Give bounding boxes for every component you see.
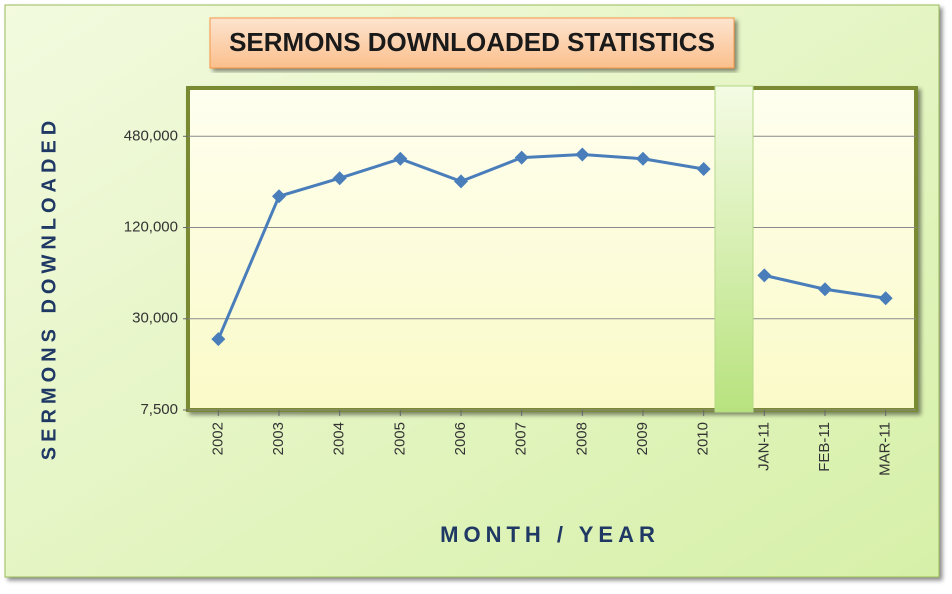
data-point bbox=[211, 332, 226, 347]
data-point bbox=[514, 150, 529, 165]
x-tick-label: 2004 bbox=[331, 422, 348, 455]
x-tick-label: 2003 bbox=[270, 422, 287, 455]
data-point bbox=[393, 151, 408, 166]
data-point bbox=[272, 189, 286, 204]
x-tick-label: 2008 bbox=[573, 422, 590, 455]
data-point bbox=[575, 147, 590, 162]
x-tick-label: MAR-11 bbox=[877, 422, 894, 476]
data-point bbox=[332, 171, 347, 186]
title-box bbox=[209, 17, 735, 69]
x-tick-label: 2006 bbox=[452, 422, 469, 455]
plot-area bbox=[186, 86, 918, 412]
x-tick-label: 2009 bbox=[634, 422, 651, 455]
x-tick-label: 2010 bbox=[695, 422, 712, 455]
x-tick-label: 2007 bbox=[513, 422, 530, 455]
x-tick-label: 2002 bbox=[209, 422, 226, 455]
data-point bbox=[878, 291, 893, 306]
axis-break bbox=[714, 85, 754, 413]
data-point bbox=[636, 151, 650, 166]
data-point bbox=[454, 174, 468, 189]
chart-title: SERMONS DOWNLOADED STATISTICS bbox=[229, 27, 715, 57]
y-tick-label: 480,000 bbox=[124, 127, 178, 144]
y-axis-title: SERMONS DOWNLOADED bbox=[38, 116, 60, 460]
x-tick-label: JAN-11 bbox=[755, 422, 772, 471]
data-point bbox=[696, 162, 711, 177]
y-tick-label: 120,000 bbox=[124, 219, 178, 236]
data-point bbox=[818, 282, 832, 297]
y-tick-label: 7,500 bbox=[140, 401, 178, 418]
x-tick-label: 2005 bbox=[391, 422, 408, 455]
y-tick-label: 30,000 bbox=[132, 310, 178, 327]
x-axis-title: MONTH / YEAR bbox=[440, 522, 660, 547]
x-tick-label: FEB-11 bbox=[816, 422, 833, 472]
data-point bbox=[757, 268, 772, 283]
